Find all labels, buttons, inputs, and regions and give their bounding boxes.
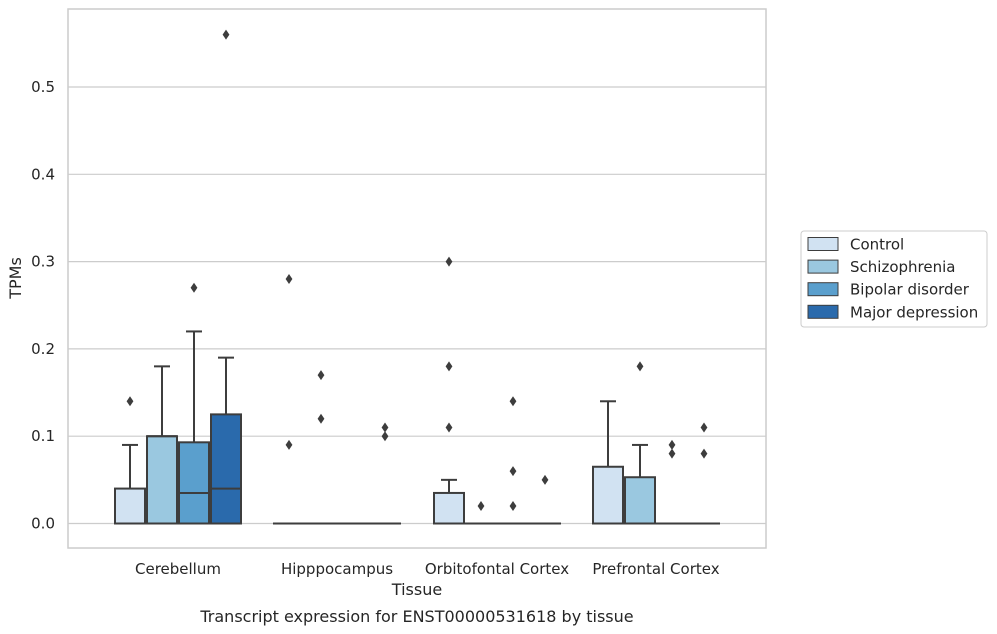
- box-body: [592, 465, 624, 525]
- y-axis-title: TPMs: [6, 257, 25, 300]
- y-tick-labels: 0.0 0.1 0.2 0.3 0.4 0.5: [31, 78, 55, 533]
- legend-swatch: [807, 237, 839, 251]
- outlier-point: [317, 413, 325, 424]
- x-tick-labels: Cerebellum Hipppocampus Orbitofontal Corte…: [135, 560, 720, 578]
- boxes: [114, 330, 720, 525]
- box-body: [210, 413, 242, 525]
- box-body: [114, 487, 146, 525]
- box-0-2: [178, 330, 210, 525]
- outlier-point: [668, 448, 676, 459]
- outlier-point: [509, 396, 517, 407]
- legend-label: Major depression: [850, 303, 978, 321]
- x-tick-label: Orbitofontal Cortex: [425, 560, 569, 578]
- legend: Control Schizophrenia Bipolar disorder Majo…: [800, 230, 988, 328]
- legend-label: Bipolar disorder: [850, 281, 970, 299]
- plot-frame: [67, 8, 767, 549]
- outlier-point: [700, 422, 708, 433]
- box-body: [433, 491, 465, 525]
- outlier-point: [222, 29, 230, 40]
- legend-swatch: [807, 304, 839, 319]
- x-axis-title: Tissue: [391, 580, 442, 599]
- legend-swatch: [807, 259, 839, 274]
- outlier-point: [317, 370, 325, 381]
- box-0-3: [210, 356, 242, 525]
- outlier-point: [445, 256, 453, 267]
- outlier-points: [126, 29, 708, 512]
- y-tick-label: 0.4: [31, 165, 55, 183]
- x-tick-label: Prefrontal Cortex: [592, 560, 719, 578]
- y-tick-label: 0.5: [31, 78, 55, 96]
- legend-label: Schizophrenia: [850, 258, 955, 276]
- x-tick-label: Hipppocampus: [281, 560, 393, 578]
- outlier-point: [190, 282, 198, 293]
- box-0-0: [114, 443, 146, 525]
- outlier-point: [477, 501, 485, 512]
- y-tick-label: 0.2: [31, 340, 55, 358]
- outlier-point: [126, 396, 134, 407]
- box-0-1: [146, 365, 178, 525]
- legend-frame: [800, 230, 988, 328]
- box-2-0: [433, 478, 465, 525]
- outlier-point: [700, 448, 708, 459]
- outlier-point: [541, 474, 549, 485]
- outlier-point: [509, 501, 517, 512]
- outlier-point: [445, 422, 453, 433]
- box-body: [624, 476, 656, 525]
- outlier-point: [381, 431, 389, 442]
- outlier-point: [445, 361, 453, 372]
- outlier-point: [285, 274, 293, 285]
- y-tick-label: 0.3: [31, 253, 55, 271]
- box-body: [178, 441, 210, 525]
- outlier-point: [381, 422, 389, 433]
- x-tick-label: Cerebellum: [135, 560, 221, 578]
- outlier-point: [509, 466, 517, 477]
- y-tick-label: 0.1: [31, 427, 55, 445]
- y-tick-label: 0.0: [31, 515, 55, 533]
- outlier-point: [668, 439, 676, 450]
- box-body: [146, 435, 178, 525]
- outlier-point: [636, 361, 644, 372]
- box-3-0: [592, 400, 624, 525]
- legend-label: Control: [850, 236, 904, 254]
- chart-caption: Transcript expression for ENST0000053161…: [199, 607, 633, 626]
- outlier-point: [285, 439, 293, 450]
- box-3-1: [624, 443, 656, 525]
- legend-swatch: [807, 282, 839, 297]
